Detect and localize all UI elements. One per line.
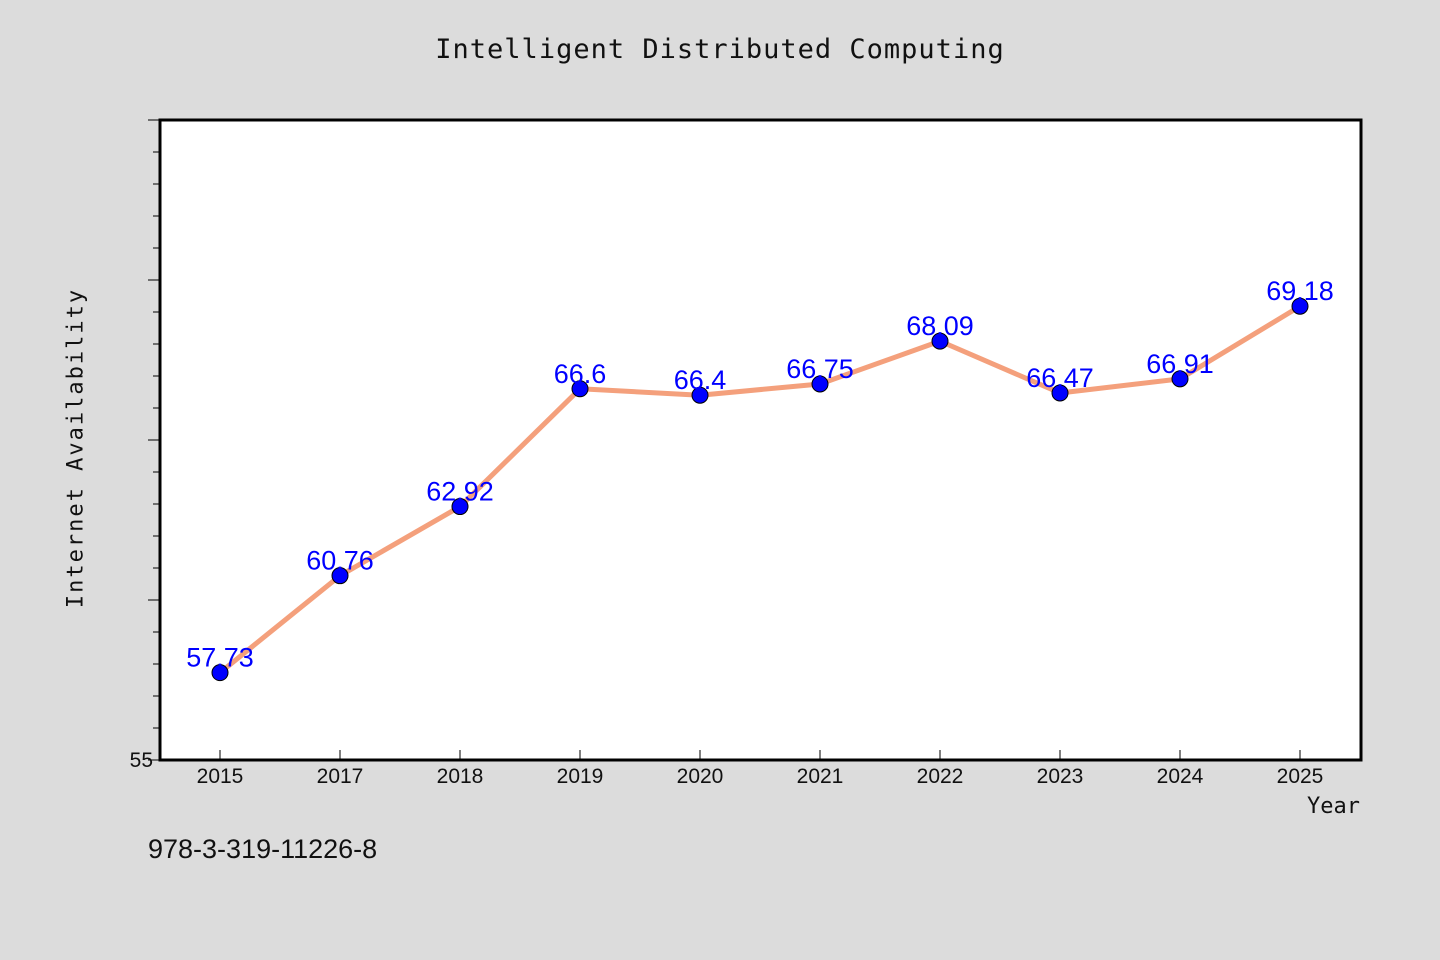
data-label: 69.18: [1266, 276, 1334, 306]
plot-area: [158, 118, 1363, 762]
data-labels: 57.73 60.76 62.92 66.6 66.4 66.75 68.09 66.47 66…: [186, 276, 1334, 672]
data-point: [1051, 384, 1069, 402]
data-point: [451, 498, 469, 516]
data-point: [931, 332, 949, 350]
x-tick-label: 2025: [1277, 765, 1324, 788]
data-label: 60.76: [306, 546, 374, 576]
x-axis-title: Year: [1307, 794, 1360, 819]
series-markers: [211, 297, 1309, 682]
data-point: [691, 386, 709, 404]
x-tick-label: 2023: [1037, 765, 1084, 788]
data-label: 66.75: [786, 354, 854, 384]
data-point: [1171, 370, 1189, 388]
x-tick-label: 2015: [197, 765, 244, 788]
data-label: 66.91: [1146, 349, 1214, 379]
data-label: 57.73: [186, 643, 254, 673]
y-axis-ticks: 55: [130, 119, 160, 772]
x-tick-label: 2018: [437, 765, 484, 788]
isbn-annotation: 978-3-319-11226-8: [148, 834, 378, 864]
x-tick-label: 2022: [917, 765, 964, 788]
y-tick-label: 55: [130, 749, 153, 772]
x-tick-label: 2020: [677, 765, 724, 788]
data-point: [211, 664, 229, 682]
x-tick-label: 2021: [797, 765, 844, 788]
x-tick-label: 2024: [1157, 765, 1204, 788]
x-axis-ticks: 2015 2017 2018 2019 2020 2021 2022 2023 2024 2025: [197, 750, 1324, 788]
x-tick-label: 2019: [557, 765, 604, 788]
data-label: 68.09: [906, 311, 974, 341]
data-label: 62.92: [426, 477, 494, 507]
data-point: [571, 380, 589, 398]
data-point: [811, 375, 829, 393]
x-tick-label: 2017: [317, 765, 364, 788]
data-point: [1291, 297, 1309, 315]
data-label: 66.47: [1026, 363, 1094, 393]
chart-title: Intelligent Distributed Computing: [435, 34, 1005, 65]
data-label: 66.6: [554, 359, 607, 389]
series-line: [217, 303, 1303, 676]
data-point: [331, 567, 349, 585]
data-label: 66.4: [674, 365, 727, 395]
